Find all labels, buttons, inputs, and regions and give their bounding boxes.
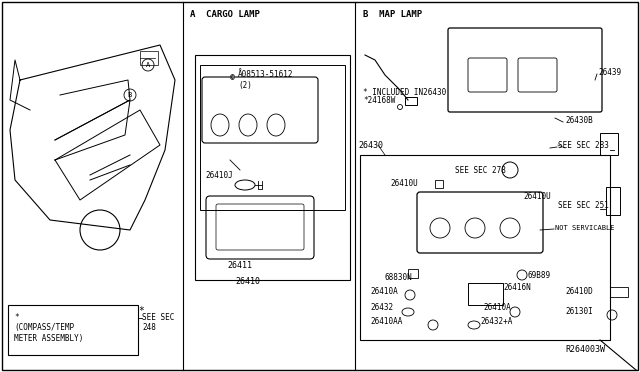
Text: SEE SEC 251: SEE SEC 251	[558, 201, 609, 209]
Text: SEE SEC 278: SEE SEC 278	[455, 166, 506, 174]
Text: R264003W: R264003W	[565, 346, 605, 355]
Text: 26410U: 26410U	[390, 179, 418, 187]
Text: B: B	[128, 92, 132, 98]
Text: *
(COMPASS/TEMP
METER ASSEMBLY): * (COMPASS/TEMP METER ASSEMBLY)	[14, 313, 83, 343]
Text: A  CARGO LAMP: A CARGO LAMP	[190, 10, 260, 19]
Bar	[8, 305, 138, 355]
Text: 26410A: 26410A	[483, 304, 511, 312]
Bar	[435, 180, 443, 188]
Text: Å08513-51612
(2): Å08513-51612 (2)	[238, 70, 294, 90]
Bar	[200, 65, 345, 210]
Bar	[360, 155, 610, 340]
Bar	[468, 283, 503, 305]
Text: 26432: 26432	[370, 304, 393, 312]
Text: 26130I: 26130I	[565, 308, 593, 317]
Bar	[610, 287, 628, 297]
Text: *: *	[138, 306, 144, 316]
Text: *24168W: *24168W	[363, 96, 396, 105]
Text: 26410AA: 26410AA	[370, 317, 403, 327]
Text: SEE SEC 283: SEE SEC 283	[558, 141, 609, 150]
Text: 68830N: 68830N	[385, 273, 413, 282]
Bar	[600, 133, 618, 155]
Text: ©: ©	[230, 74, 234, 83]
Text: 26410U: 26410U	[523, 192, 551, 201]
Bar	[140, 51, 158, 65]
Text: 26430B: 26430B	[565, 115, 593, 125]
Bar	[405, 97, 417, 105]
Text: SEE SEC
248: SEE SEC 248	[142, 313, 174, 333]
Text: 26411: 26411	[227, 260, 253, 269]
Text: 26430: 26430	[358, 141, 383, 150]
Text: B  MAP LAMP: B MAP LAMP	[363, 10, 422, 19]
Text: 26432+A: 26432+A	[480, 317, 513, 327]
Text: NOT SERVICABLE: NOT SERVICABLE	[555, 225, 614, 231]
Text: 26410A: 26410A	[370, 288, 397, 296]
Bar	[408, 269, 418, 278]
Text: * INCLUDED IN26430: * INCLUDED IN26430	[363, 87, 446, 96]
Text: 26410: 26410	[236, 278, 260, 286]
Text: 26416N: 26416N	[503, 283, 531, 292]
Text: A: A	[146, 62, 150, 68]
Text: 26439: 26439	[598, 67, 621, 77]
Text: 26410D: 26410D	[565, 288, 593, 296]
Text: 26410J: 26410J	[205, 170, 233, 180]
Bar	[195, 55, 350, 280]
Bar	[606, 187, 620, 215]
Text: 69B89: 69B89	[528, 270, 551, 279]
